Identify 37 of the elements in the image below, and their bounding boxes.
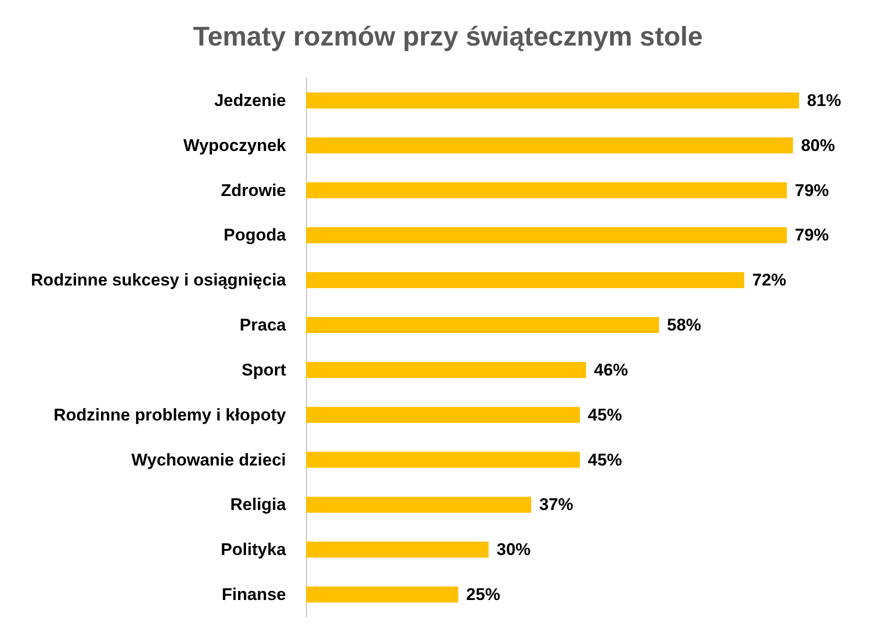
data-label: 30% (496, 540, 531, 560)
y-tick-label: Wychowanie dzieci (131, 450, 286, 470)
data-label: 46% (594, 360, 628, 380)
y-tick-label: Wypoczynek (183, 136, 287, 155)
bar (306, 137, 793, 154)
bar (306, 496, 532, 513)
bar (306, 227, 787, 244)
bar (306, 542, 489, 558)
bar (306, 182, 787, 198)
y-tick-label: Rodzinne sukcesy i osiągnięcia (30, 270, 287, 290)
bar (306, 92, 800, 108)
data-label: 45% (588, 405, 622, 424)
data-label: 80% (800, 136, 835, 155)
bar (306, 362, 586, 378)
y-tick-label: Praca (240, 316, 287, 335)
data-label: 45% (588, 450, 622, 470)
data-label: 25% (466, 585, 500, 604)
data-label: 79% (794, 180, 829, 200)
data-label: 58% (667, 316, 702, 335)
data-label: 72% (752, 270, 786, 290)
bar (306, 406, 580, 423)
data-label: 37% (539, 495, 574, 514)
y-tick-label: Rodzinne problemy i kłopoty (54, 405, 287, 424)
y-tick-label: Finanse (222, 585, 286, 604)
y-tick-label: Religia (230, 495, 287, 514)
y-tick-label: Zdrowie (220, 180, 286, 200)
bar (306, 272, 744, 288)
data-label: 79% (794, 226, 829, 245)
bar (306, 317, 660, 334)
y-tick-label: Sport (242, 360, 286, 380)
data-label: 81% (807, 90, 842, 110)
bar (306, 452, 580, 468)
chart-title: Tematy rozmów przy świątecznym stole (193, 22, 703, 52)
y-tick-label: Polityka (220, 540, 287, 560)
y-tick-label: Pogoda (224, 226, 287, 245)
y-tick-label: Jedzenie (214, 90, 286, 110)
bar (306, 586, 458, 603)
